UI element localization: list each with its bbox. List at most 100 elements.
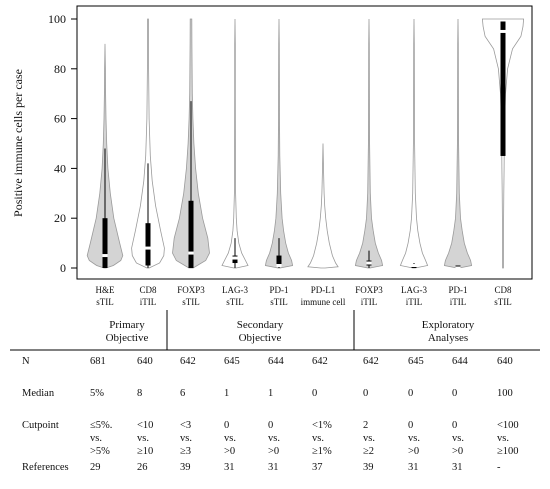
table-cell: 644 [452, 356, 469, 367]
category-label-line1: FOXP3 [355, 285, 383, 295]
category-label-line2: iTIL [361, 297, 378, 307]
row-label: N [22, 356, 30, 367]
table-cell: 0 [312, 388, 317, 399]
category-label-line2: iTIL [406, 297, 423, 307]
table-cell: 39 [363, 462, 374, 473]
category-label-line2: iTIL [450, 297, 467, 307]
table-cell: 1 [224, 388, 229, 399]
objective-label-line1: Exploratory [422, 319, 475, 331]
table-cell: 0 [224, 420, 229, 431]
table-cell: >0 [452, 446, 463, 457]
iqr-box-5 [276, 255, 282, 266]
table-cell: vs. [90, 433, 102, 444]
median-marker-3 [188, 251, 194, 255]
table-cell: - [497, 462, 501, 473]
violin-7 [354, 18, 384, 269]
category-label-line2: sTIL [96, 297, 114, 307]
table-cell: <1% [312, 420, 332, 431]
table-cell: vs. [452, 433, 464, 444]
median-marker-8 [411, 264, 417, 268]
violin-9 [443, 18, 473, 269]
objective-groups: PrimaryObjectiveSecondaryObjectiveExplor… [10, 310, 540, 351]
table-cell: <100 [497, 420, 519, 431]
table-cell: 681 [90, 356, 106, 367]
category-label-line2: immune cell [301, 297, 346, 307]
y-axis: 0 20 40 60 80 100 [48, 12, 77, 275]
category-label-line2: sTIL [270, 297, 288, 307]
table-cell: >0 [408, 446, 419, 457]
objective-label-line1: Primary [109, 319, 145, 331]
median-marker-7 [366, 261, 372, 265]
median-marker-2 [145, 246, 151, 250]
table-cell: 0 [408, 420, 413, 431]
table-cell: >5% [90, 446, 110, 457]
y-tick-label: 40 [54, 161, 66, 175]
table-cell: 645 [408, 356, 424, 367]
category-label-line1: H&E [96, 285, 116, 295]
violin-8 [399, 18, 429, 269]
category-label-line1: PD-1 [269, 285, 288, 295]
category-label-line1: PD-1 [448, 285, 467, 295]
y-tick-label: 20 [54, 211, 66, 225]
violin-2 [131, 18, 165, 269]
y-tick-label: 60 [54, 112, 66, 126]
category-label-line2: iTIL [140, 297, 157, 307]
table-cell: 642 [312, 356, 328, 367]
category-label-line2: sTIL [182, 297, 200, 307]
table-cell: 37 [312, 462, 323, 473]
category-label-line1: CD8 [139, 285, 157, 295]
objective-label-line1: Secondary [237, 319, 284, 331]
y-tick-label: 80 [54, 62, 66, 76]
violin-4 [221, 18, 249, 269]
category-label-line2: sTIL [226, 297, 244, 307]
table-cell: 642 [180, 356, 196, 367]
table-cell: 0 [408, 388, 413, 399]
table-cell: 2 [363, 420, 368, 431]
table-cell: 39 [180, 462, 191, 473]
y-tick-label: 0 [60, 261, 66, 275]
table-cell: 31 [452, 462, 463, 473]
table-cell: 5% [90, 388, 104, 399]
table-cell: vs. [180, 433, 192, 444]
iqr-box-2 [145, 223, 151, 266]
summary-table: N 681 640 642 645 644 642 642 645 644 640 Median 5% 8… [22, 356, 519, 473]
row-label: References [22, 462, 69, 473]
category-label-line1: PD-L1 [311, 285, 336, 295]
table-cell: ≤5%. [90, 420, 112, 431]
table-cell: ≥1% [312, 446, 332, 457]
objective-label-line2: Objective [239, 332, 282, 344]
y-tick-label: 100 [48, 12, 66, 26]
table-cell: 0 [452, 420, 457, 431]
table-cell: vs. [497, 433, 509, 444]
table-cell: 644 [268, 356, 285, 367]
table-cell: 640 [137, 356, 153, 367]
table-cell: 8 [137, 388, 142, 399]
table-cell: 642 [363, 356, 379, 367]
table-cell: vs. [137, 433, 149, 444]
objective-label-line2: Analyses [428, 332, 468, 344]
violin-6 [307, 143, 339, 269]
median-marker-5 [276, 264, 282, 268]
objective-label-line2: Objective [106, 332, 149, 344]
category-labels: H&E sTIL CD8 iTIL FOXP3 sTIL LAG-3 sTIL PD-1 sTIL… [96, 285, 512, 307]
table-cell: vs. [363, 433, 375, 444]
category-label-line1: FOXP3 [177, 285, 205, 295]
table-cell: vs. [268, 433, 280, 444]
table-cell: 0 [363, 388, 368, 399]
iqr-box-3 [188, 200, 194, 268]
table-cell: 100 [497, 388, 513, 399]
table-cell: ≥3 [180, 446, 191, 457]
table-cell: >0 [224, 446, 235, 457]
table-cell: <10 [137, 420, 153, 431]
row-label: Median [22, 388, 55, 399]
table-cell: 29 [90, 462, 101, 473]
row-label: Cutpoint [22, 420, 59, 431]
table-cell: 645 [224, 356, 240, 367]
table-cell: 0 [452, 388, 457, 399]
category-label-line1: CD8 [494, 285, 512, 295]
category-label-line1: LAG-3 [222, 285, 248, 295]
table-cell: 31 [268, 462, 279, 473]
median-marker-10 [500, 29, 506, 33]
table-cell: vs. [312, 433, 324, 444]
